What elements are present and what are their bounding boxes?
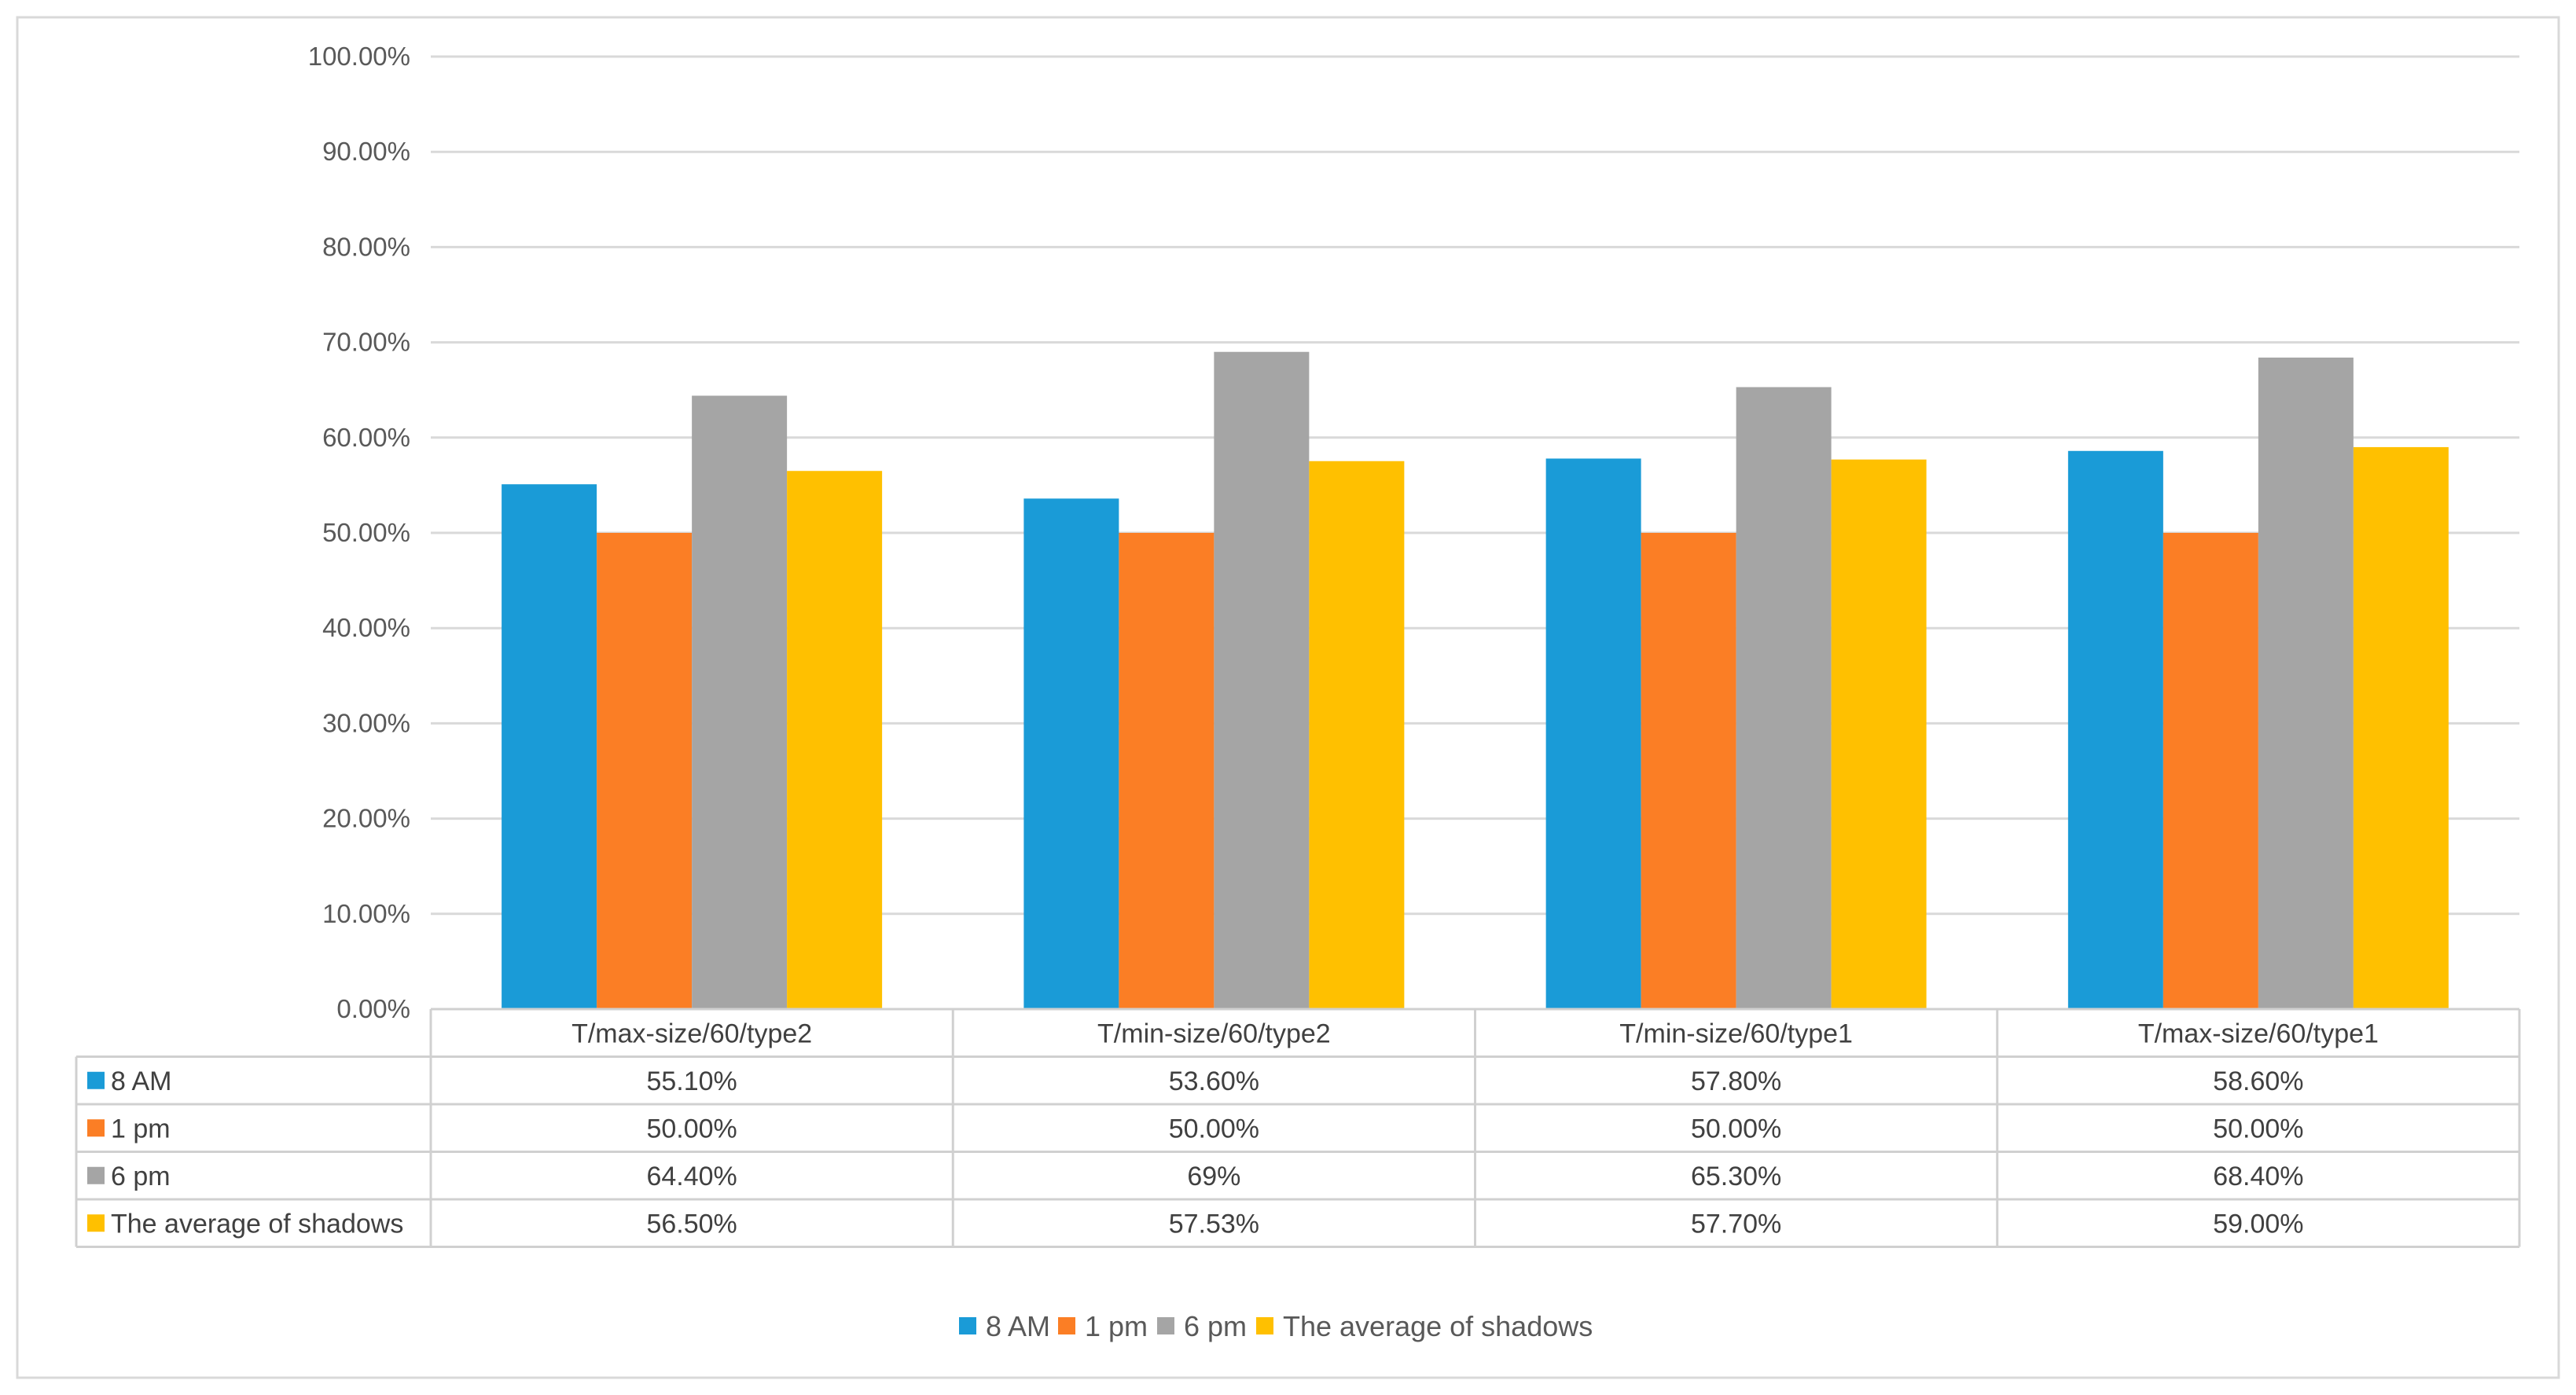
y-tick-label: 40.00% bbox=[322, 613, 410, 642]
y-tick-label: 100.00% bbox=[308, 42, 410, 71]
category-label: T/min-size/60/type2 bbox=[1097, 1019, 1331, 1048]
y-tick-label: 80.00% bbox=[322, 232, 410, 261]
y-tick-label: 90.00% bbox=[322, 137, 410, 166]
bar-6-pm bbox=[692, 395, 788, 1009]
legend-swatch bbox=[1157, 1317, 1174, 1334]
y-tick-label: 0.00% bbox=[336, 994, 410, 1023]
legend-label: 1 pm bbox=[1085, 1310, 1148, 1342]
bar-1-pm bbox=[597, 533, 693, 1009]
legend-swatch bbox=[1256, 1317, 1273, 1334]
legend-label: 6 pm bbox=[1184, 1310, 1247, 1342]
bar-8-am bbox=[2067, 450, 2163, 1009]
bar-the-average-of-shadows bbox=[787, 471, 883, 1009]
bar-1-pm bbox=[1641, 533, 1736, 1009]
data-label: 57.80% bbox=[1691, 1066, 1781, 1096]
category-label: T/min-size/60/type1 bbox=[1619, 1019, 1853, 1048]
legend-key-swatch bbox=[87, 1071, 105, 1089]
category-label: T/max-size/60/type1 bbox=[2138, 1019, 2379, 1048]
y-tick-label: 50.00% bbox=[322, 518, 410, 547]
y-tick-label: 60.00% bbox=[322, 423, 410, 452]
legend-label: 8 AM bbox=[986, 1310, 1050, 1342]
data-label: 50.00% bbox=[1691, 1114, 1781, 1144]
data-table: T/max-size/60/type2 T/min-size/60/type2 T/… bbox=[75, 1008, 2521, 1248]
bar-1-pm bbox=[1119, 533, 1215, 1009]
data-label: 55.10% bbox=[646, 1066, 737, 1096]
data-label: 50.00% bbox=[1169, 1114, 1259, 1144]
y-tick-label: 20.00% bbox=[322, 804, 410, 833]
row-series-name: 8 AM bbox=[111, 1066, 171, 1096]
data-label: 68.40% bbox=[2213, 1162, 2303, 1191]
bar-the-average-of-shadows bbox=[1309, 461, 1405, 1009]
legend: 8 AM 1 pm 6 pm The average of shadows bbox=[959, 1310, 1593, 1342]
data-label: 57.53% bbox=[1169, 1209, 1259, 1239]
bar-6-pm bbox=[2258, 357, 2354, 1009]
legend-key-swatch bbox=[87, 1214, 105, 1232]
y-axis: 0.00% 10.00% 20.00% 30.00% 40.00% 50.00% 60.00… bbox=[308, 42, 410, 1023]
bars bbox=[502, 351, 2449, 1010]
bar-6-pm bbox=[1214, 351, 1310, 1010]
data-label: 69% bbox=[1187, 1162, 1240, 1191]
data-label: 58.60% bbox=[2213, 1066, 2303, 1096]
data-label: 56.50% bbox=[646, 1209, 737, 1239]
y-tick-label: 30.00% bbox=[322, 708, 410, 737]
legend-swatch bbox=[1058, 1317, 1075, 1334]
bar-the-average-of-shadows bbox=[1831, 459, 1927, 1009]
bar-8-am bbox=[502, 484, 597, 1009]
bar-1-pm bbox=[2163, 533, 2258, 1009]
bar-the-average-of-shadows bbox=[2353, 446, 2449, 1009]
bar-6-pm bbox=[1736, 387, 1832, 1010]
legend-key-swatch bbox=[87, 1119, 105, 1137]
data-label: 50.00% bbox=[646, 1114, 737, 1144]
data-label: 64.40% bbox=[646, 1162, 737, 1191]
legend-key-swatch bbox=[87, 1166, 105, 1184]
legend-swatch bbox=[959, 1317, 976, 1334]
data-label: 59.00% bbox=[2213, 1209, 2303, 1239]
y-tick-label: 70.00% bbox=[322, 328, 410, 357]
data-label: 57.70% bbox=[1691, 1209, 1781, 1239]
data-label: 65.30% bbox=[1691, 1162, 1781, 1191]
data-label: 53.60% bbox=[1169, 1066, 1259, 1096]
legend-label: The average of shadows bbox=[1283, 1310, 1593, 1342]
data-label: 50.00% bbox=[2213, 1114, 2303, 1144]
bar-8-am bbox=[1545, 458, 1641, 1009]
bar-8-am bbox=[1023, 498, 1119, 1009]
row-series-name: 1 pm bbox=[111, 1114, 171, 1144]
category-label: T/max-size/60/type2 bbox=[571, 1019, 812, 1048]
row-series-name: The average of shadows bbox=[111, 1209, 403, 1239]
y-tick-label: 10.00% bbox=[322, 899, 410, 928]
row-series-name: 6 pm bbox=[111, 1162, 171, 1191]
